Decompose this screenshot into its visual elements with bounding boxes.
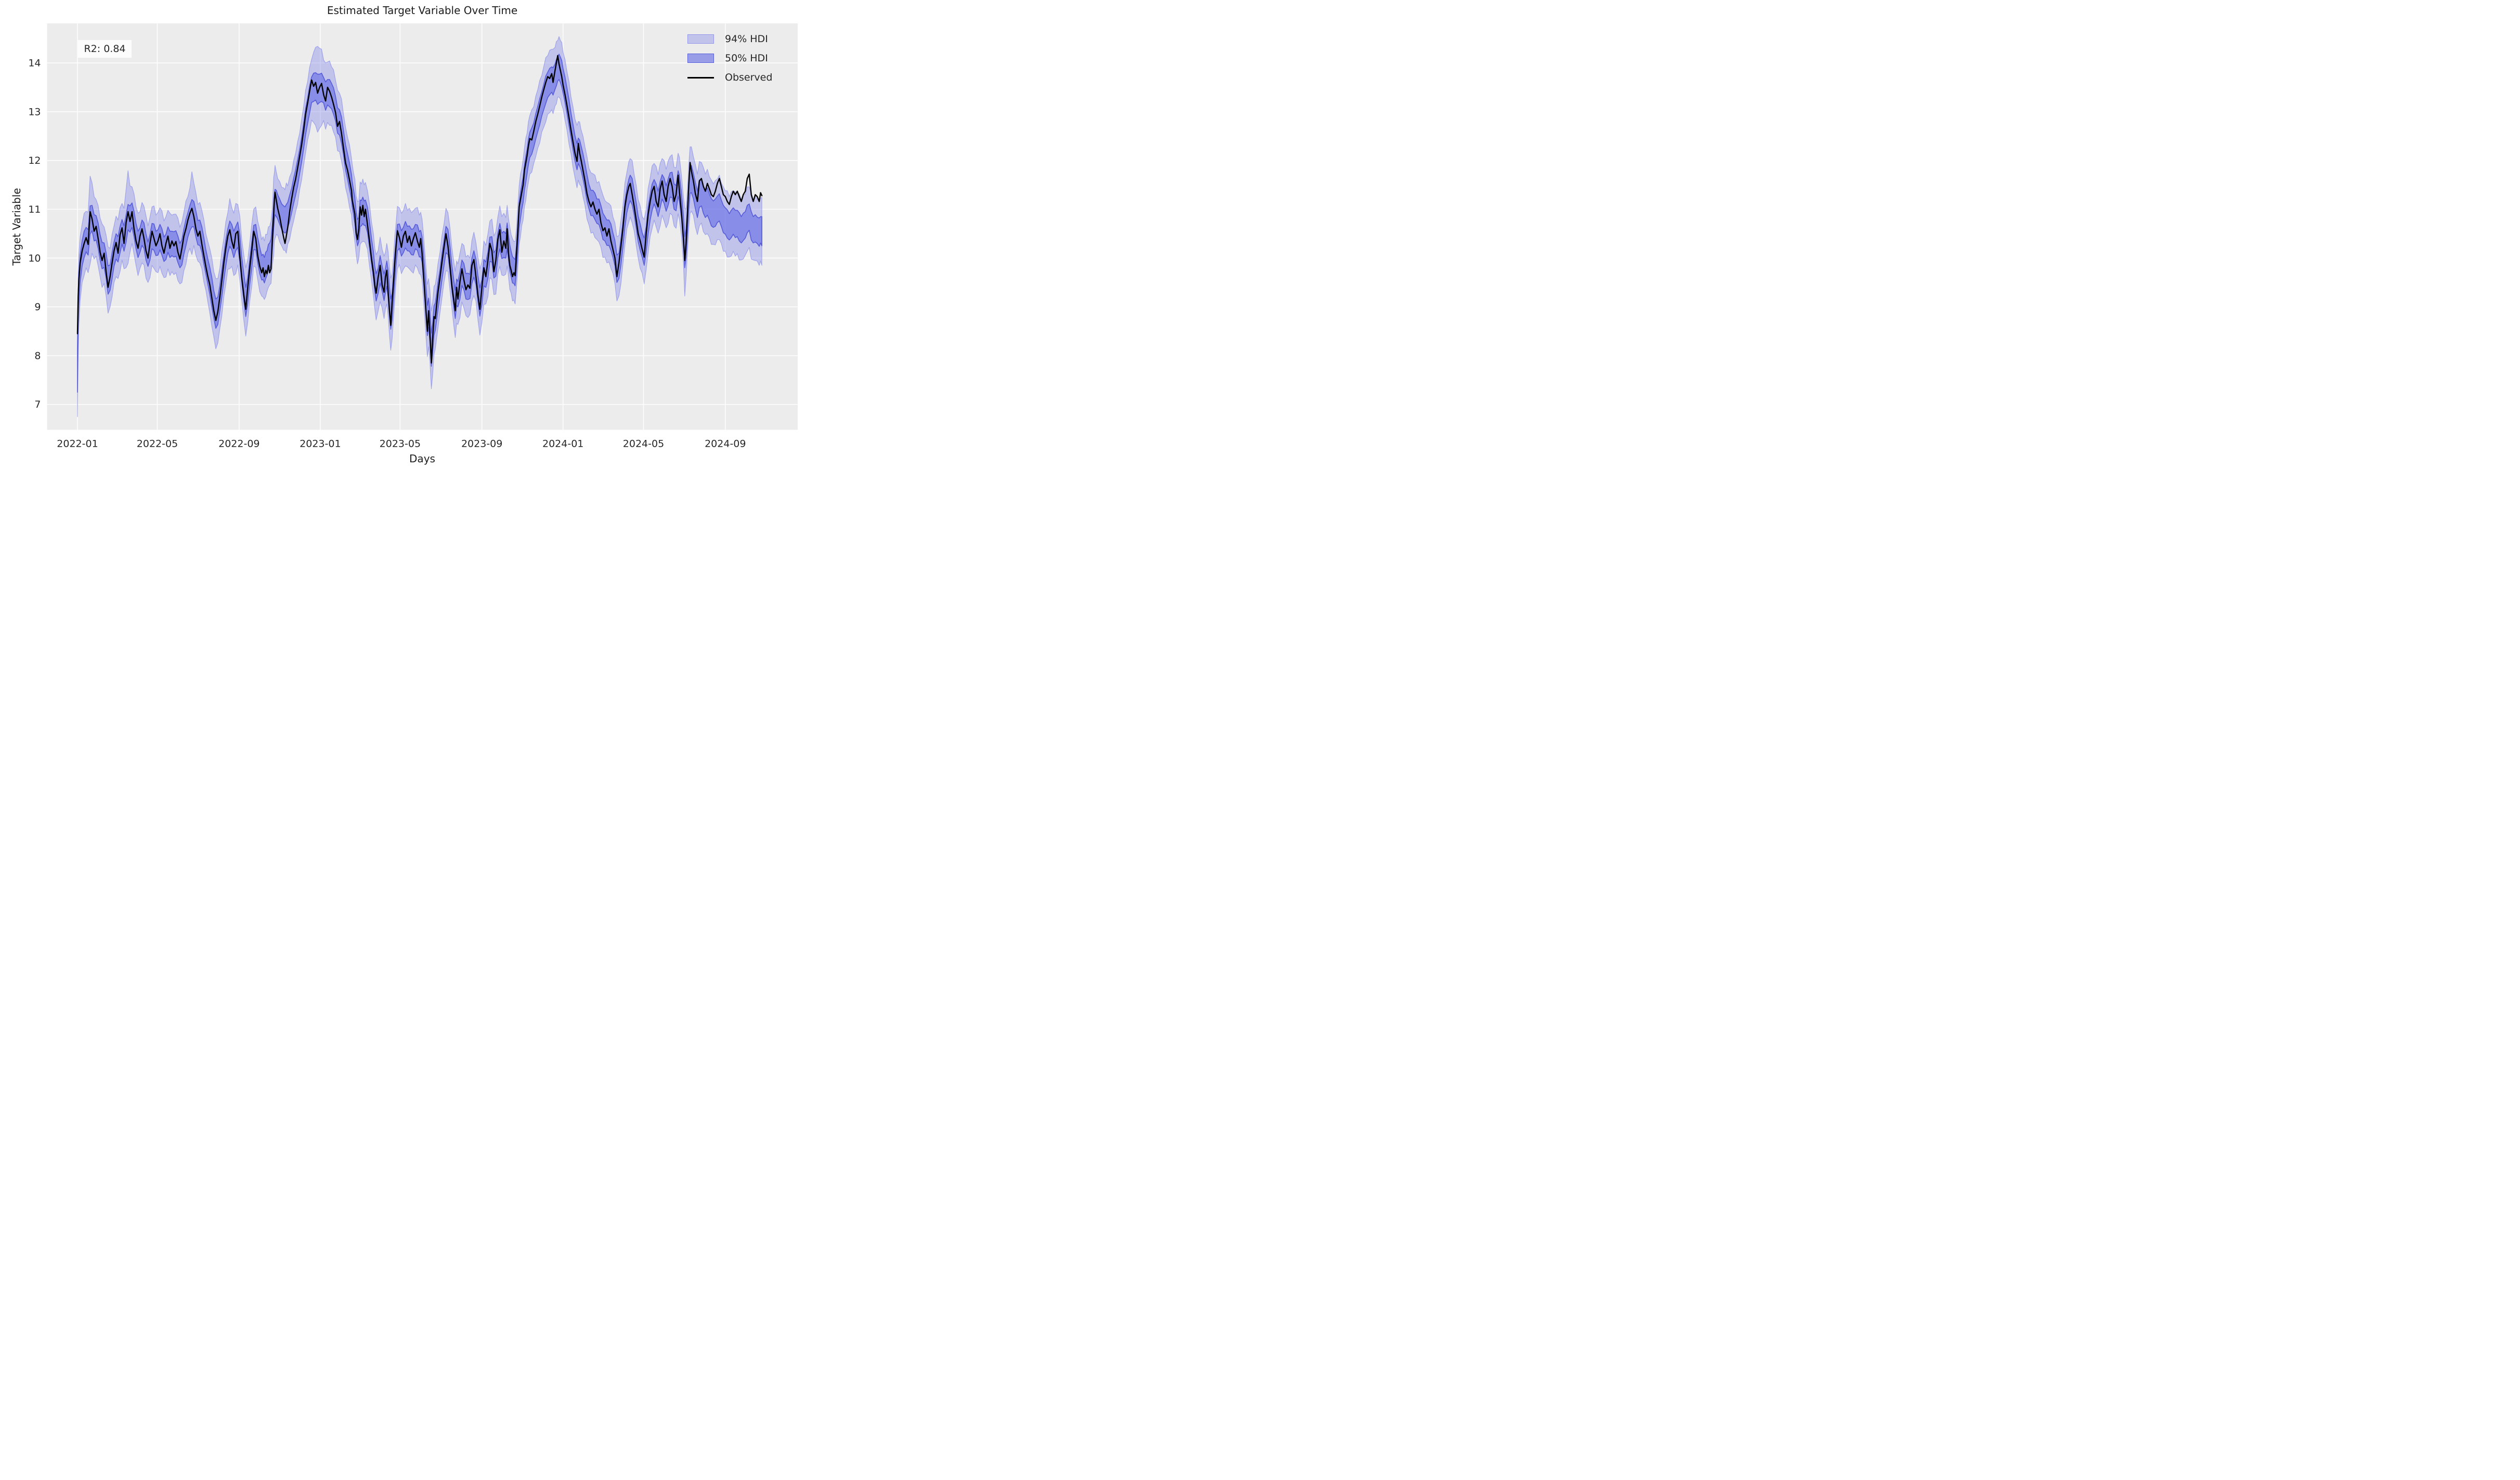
axes-background (47, 23, 798, 430)
hdi50-band (77, 54, 762, 393)
r2-annotation-text: R2: 0.84 (84, 43, 126, 55)
x-tick-label: 2022-09 (218, 438, 259, 450)
x-tick-label: 2023-05 (380, 438, 421, 450)
y-tick-label: 10 (28, 253, 41, 264)
chart-title: Estimated Target Variable Over Time (327, 4, 518, 17)
y-tick-label: 8 (34, 350, 41, 361)
y-tick-label: 11 (28, 204, 41, 215)
hdi50-swatch-icon (687, 54, 714, 63)
x-tick-label: 2023-09 (461, 438, 502, 450)
y-tick-label: 14 (28, 57, 41, 69)
x-tick-label: 2023-01 (300, 438, 341, 450)
hdi94-swatch-icon (687, 34, 714, 44)
y-axis-label: Target Variable (10, 188, 23, 266)
plot-canvas: 2022-01 2022-05 2022-09 2023-01 2023-05 2023-… (28, 23, 798, 450)
y-tick-label: 12 (28, 155, 41, 166)
legend-label: Observed (725, 72, 773, 83)
y-tick-label: 7 (34, 399, 41, 410)
r2-annotation: R2: 0.84 (78, 40, 132, 58)
y-tick-label: 13 (28, 106, 41, 118)
legend-label: 50% HDI (725, 53, 768, 64)
legend-item-50-hdi: 50% HDI (687, 53, 768, 64)
hdi94-band (77, 36, 762, 417)
legend-label: 94% HDI (725, 33, 768, 45)
x-tick-label: 2022-01 (57, 438, 98, 450)
x-tick-label: 2022-05 (137, 438, 178, 450)
legend-item-94-hdi: 94% HDI (687, 33, 768, 45)
x-tick-label: 2024-09 (705, 438, 746, 450)
observed-line-swatch-icon (687, 76, 714, 79)
y-tick-label: 9 (34, 302, 41, 313)
chart-figure: 2022-01 2022-05 2022-09 2023-01 2023-05 2023-… (0, 0, 804, 472)
legend-item-observed: Observed (687, 72, 772, 83)
x-tick-label: 2024-05 (623, 438, 664, 450)
x-axis-label: Days (409, 452, 435, 465)
observed-line (76, 55, 763, 364)
x-tick-label: 2024-01 (542, 438, 583, 450)
